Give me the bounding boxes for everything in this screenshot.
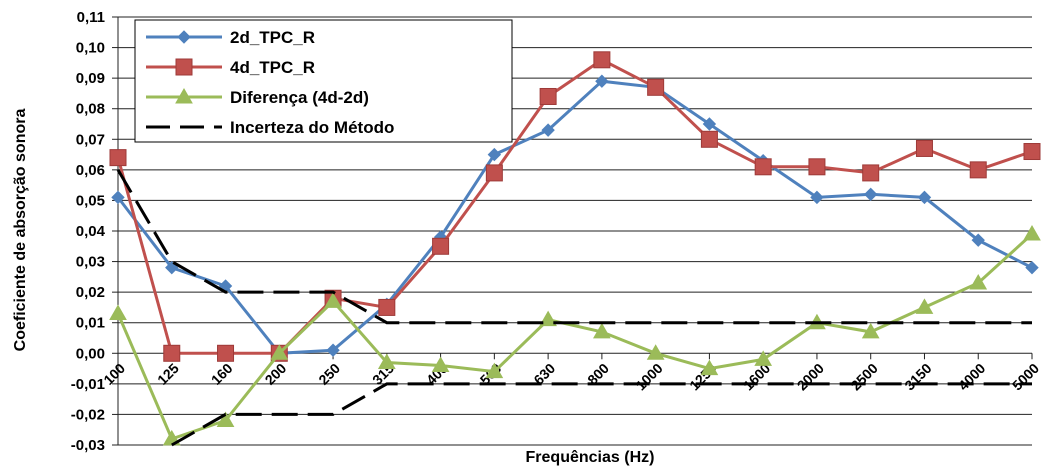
x-axis-title: Frequências (Hz) bbox=[526, 449, 655, 466]
y-tick-label: 0,05 bbox=[76, 192, 105, 209]
legend-label: 2d_TPC_R bbox=[230, 28, 315, 47]
data-point bbox=[111, 190, 125, 205]
data-point bbox=[971, 233, 985, 247]
data-point bbox=[646, 344, 665, 360]
series-line bbox=[116, 169, 1032, 325]
data-point bbox=[109, 149, 127, 167]
y-axis-title: Coeficiente de absorção sonora bbox=[12, 109, 29, 352]
legend-item: 4d_TPC_R bbox=[146, 58, 315, 77]
data-point bbox=[163, 344, 181, 362]
series-layer bbox=[109, 51, 1041, 447]
y-tick-label: 0,00 bbox=[76, 345, 105, 362]
legend-marker bbox=[177, 30, 191, 44]
legend: 2d_TPC_R 4d_TPC_R Diferença (4d-2d) Incerte… bbox=[134, 19, 513, 143]
legend-item: Diferença (4d-2d) bbox=[146, 87, 369, 107]
y-tick-label: 0,10 bbox=[76, 40, 105, 57]
y-tick-label: 0,04 bbox=[76, 223, 106, 240]
x-tick-label: 2000 bbox=[794, 360, 827, 393]
series-line bbox=[171, 382, 1032, 447]
data-point bbox=[539, 87, 557, 105]
legend-label: Incerteza do Método bbox=[230, 118, 394, 137]
data-point bbox=[915, 139, 933, 157]
series-0 bbox=[111, 74, 1039, 360]
data-point bbox=[487, 147, 502, 162]
data-point bbox=[109, 304, 127, 321]
data-point bbox=[593, 51, 611, 69]
data-point bbox=[969, 161, 987, 179]
y-tick-label: -0,01 bbox=[71, 376, 105, 393]
data-point bbox=[432, 237, 450, 255]
data-point bbox=[378, 298, 396, 316]
series-line bbox=[116, 232, 1034, 441]
y-tick-label: 0,08 bbox=[76, 101, 105, 118]
x-tick-label: 4000 bbox=[955, 360, 988, 393]
x-tick-label: 5000 bbox=[1009, 360, 1042, 393]
data-point bbox=[969, 273, 988, 290]
data-point bbox=[915, 298, 934, 314]
y-tick-label: 0,06 bbox=[76, 162, 105, 179]
series-3 bbox=[116, 169, 1032, 325]
data-point bbox=[1023, 225, 1041, 241]
series-2 bbox=[109, 225, 1041, 446]
data-point bbox=[647, 78, 665, 96]
data-point bbox=[541, 123, 555, 137]
data-point bbox=[324, 292, 342, 308]
y-tick-label: 0,01 bbox=[76, 315, 105, 332]
legend-marker bbox=[175, 58, 193, 76]
data-point bbox=[377, 353, 396, 369]
data-point bbox=[862, 164, 880, 182]
x-tick-label: 3150 bbox=[901, 360, 934, 393]
y-tick-labels: -0,03 -0,02 -0,01 0,00 0,01 0,02 0,03 0,04 0,05 0… bbox=[71, 9, 106, 454]
series-line bbox=[116, 58, 1033, 355]
legend-item: Incerteza do Método bbox=[146, 118, 394, 137]
legend-item: 2d_TPC_R bbox=[146, 28, 315, 47]
y-tick-label: 0,02 bbox=[76, 284, 105, 301]
legend-marker bbox=[175, 87, 193, 104]
y-tick-label: 0,09 bbox=[76, 70, 105, 87]
data-point bbox=[917, 190, 932, 205]
data-point bbox=[863, 187, 878, 202]
data-point bbox=[808, 158, 826, 176]
series-4 bbox=[171, 382, 1032, 447]
data-point bbox=[593, 322, 611, 339]
data-point bbox=[217, 344, 235, 362]
data-point bbox=[270, 344, 289, 360]
data-point bbox=[810, 190, 824, 205]
data-point bbox=[431, 356, 450, 373]
data-point bbox=[1025, 260, 1039, 275]
y-tick-label: 0,07 bbox=[76, 131, 105, 148]
y-tick-label: 0,11 bbox=[77, 9, 105, 26]
y-tick-label: -0,03 bbox=[71, 437, 105, 454]
y-tick-label: 0,03 bbox=[76, 254, 105, 271]
y-tick-label: -0,02 bbox=[71, 406, 105, 423]
data-point bbox=[700, 359, 719, 376]
data-point bbox=[216, 411, 235, 428]
x-tick-label: 1000 bbox=[632, 360, 665, 393]
legend-label: 4d_TPC_R bbox=[230, 58, 315, 77]
data-point bbox=[539, 310, 557, 327]
data-point bbox=[326, 343, 340, 357]
x-tick-label: 2500 bbox=[847, 360, 880, 393]
data-point bbox=[700, 130, 718, 148]
data-point bbox=[861, 322, 880, 339]
data-point bbox=[754, 350, 773, 366]
data-point bbox=[485, 362, 504, 379]
data-point bbox=[702, 117, 717, 131]
x-tick-labels: 1001251602002503154005006308001000125016… bbox=[100, 360, 1042, 393]
legend-box bbox=[134, 19, 513, 143]
data-point bbox=[754, 158, 772, 176]
data-point bbox=[485, 164, 503, 182]
series-line bbox=[116, 79, 1033, 355]
legend-label: Diferença (4d-2d) bbox=[230, 88, 369, 107]
data-point bbox=[595, 74, 609, 88]
data-point bbox=[1023, 143, 1041, 161]
